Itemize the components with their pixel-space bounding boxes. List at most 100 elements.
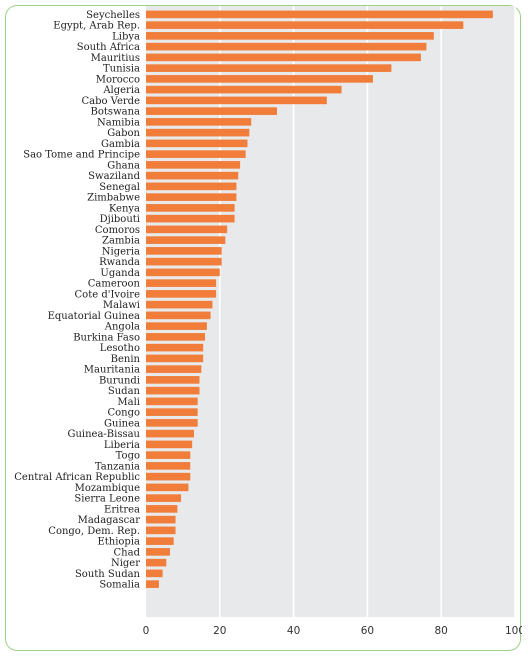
bar — [146, 569, 163, 578]
category-label: Sao Tome and Principe — [23, 150, 140, 161]
category-label: Namibia — [97, 117, 140, 128]
category-label: Uganda — [100, 268, 140, 279]
bar — [146, 247, 222, 255]
x-tick-label: 20 — [213, 625, 226, 637]
bar — [146, 161, 241, 169]
category-label: Gabon — [107, 128, 140, 139]
category-label: Guinea-Bissau — [67, 429, 140, 440]
category-label: Egypt, Arab Rep. — [53, 21, 140, 32]
category-label: Malawi — [103, 300, 140, 311]
bar — [146, 182, 237, 191]
category-label: Congo — [107, 408, 140, 419]
category-label: Liberia — [104, 440, 140, 451]
bar — [146, 386, 200, 395]
bar — [146, 171, 239, 180]
bar — [146, 343, 204, 352]
bar — [146, 257, 222, 266]
category-label: Morocco — [96, 74, 140, 85]
bar — [146, 558, 167, 567]
bar — [146, 96, 327, 105]
chart-frame: Seychelles Egypt, Arab Rep. Libya South Afr… — [5, 5, 522, 651]
category-label: Swaziland — [88, 171, 140, 182]
category-label: Senegal — [99, 182, 140, 193]
category-label: Cabo Verde — [81, 96, 140, 107]
bar — [146, 483, 189, 492]
bar — [146, 451, 191, 459]
category-label: Nigeria — [102, 246, 140, 257]
category-label: Mozambique — [75, 483, 140, 494]
category-label: Comoros — [95, 225, 140, 236]
bar — [146, 365, 202, 373]
category-label: Equatorial Guinea — [48, 311, 140, 322]
category-label: South Africa — [77, 42, 140, 53]
bar — [146, 300, 213, 309]
bar — [146, 462, 191, 470]
bar — [146, 85, 342, 94]
bar — [146, 139, 248, 148]
bar — [146, 548, 170, 556]
bar — [146, 376, 200, 384]
category-label: Madagascar — [78, 515, 141, 526]
category-label: Guinea — [104, 418, 140, 429]
bar — [146, 193, 237, 201]
category-label: Central African Republic — [14, 472, 140, 483]
category-label: Mali — [117, 397, 140, 408]
bar — [146, 419, 198, 427]
bar — [146, 526, 176, 535]
category-label: Libya — [112, 31, 140, 42]
category-label: Sierra Leone — [74, 494, 140, 505]
category-label: Ethiopia — [97, 537, 140, 548]
x-tick-label: 0 — [143, 625, 150, 637]
bar — [146, 322, 207, 330]
bar — [146, 311, 211, 320]
bar — [146, 354, 204, 363]
bar — [146, 472, 191, 481]
category-label: Botswana — [91, 107, 140, 118]
bar — [146, 32, 434, 40]
category-label: Tanzania — [95, 461, 140, 472]
category-label: Kenya — [109, 203, 140, 214]
bar — [146, 268, 220, 277]
bar — [146, 505, 178, 513]
bar — [146, 42, 427, 51]
bar — [146, 429, 194, 438]
bar — [146, 64, 392, 72]
bar — [146, 128, 250, 137]
bar — [146, 440, 193, 449]
category-label: Gambia — [101, 139, 140, 150]
category-label: Lesotho — [100, 343, 140, 354]
bar — [146, 494, 182, 502]
category-label: Burkina Faso — [73, 332, 140, 343]
category-label: Benin — [111, 354, 141, 365]
bar — [146, 10, 493, 19]
x-tick-label: 60 — [361, 625, 374, 637]
bar — [146, 580, 159, 588]
category-label: Seychelles — [86, 10, 140, 21]
category-label: Cote d'Ivoire — [75, 289, 141, 300]
bar — [146, 408, 198, 416]
category-label: Mauritius — [91, 53, 140, 64]
category-label: Togo — [116, 451, 140, 462]
bar — [146, 397, 198, 406]
category-label: Eritrea — [104, 504, 140, 515]
category-label: Burundi — [99, 375, 140, 386]
bar — [146, 537, 174, 545]
category-label: Tunisia — [103, 64, 140, 75]
x-tick-label: 100 — [505, 625, 522, 637]
bar — [146, 75, 373, 83]
category-label: Algeria — [102, 85, 140, 96]
bar — [146, 21, 464, 29]
category-label: Djibouti — [100, 214, 140, 225]
category-label: Ghana — [107, 160, 140, 171]
category-label: Somalia — [99, 580, 140, 591]
category-label: South Sudan — [75, 569, 141, 580]
bar — [146, 290, 217, 298]
category-label: Niger — [111, 558, 140, 569]
category-label: Congo, Dem. Rep. — [48, 526, 140, 537]
category-label: Angola — [104, 322, 140, 333]
bar — [146, 53, 421, 62]
bar — [146, 214, 235, 223]
bar — [146, 236, 226, 244]
category-label: Rwanda — [99, 257, 140, 268]
